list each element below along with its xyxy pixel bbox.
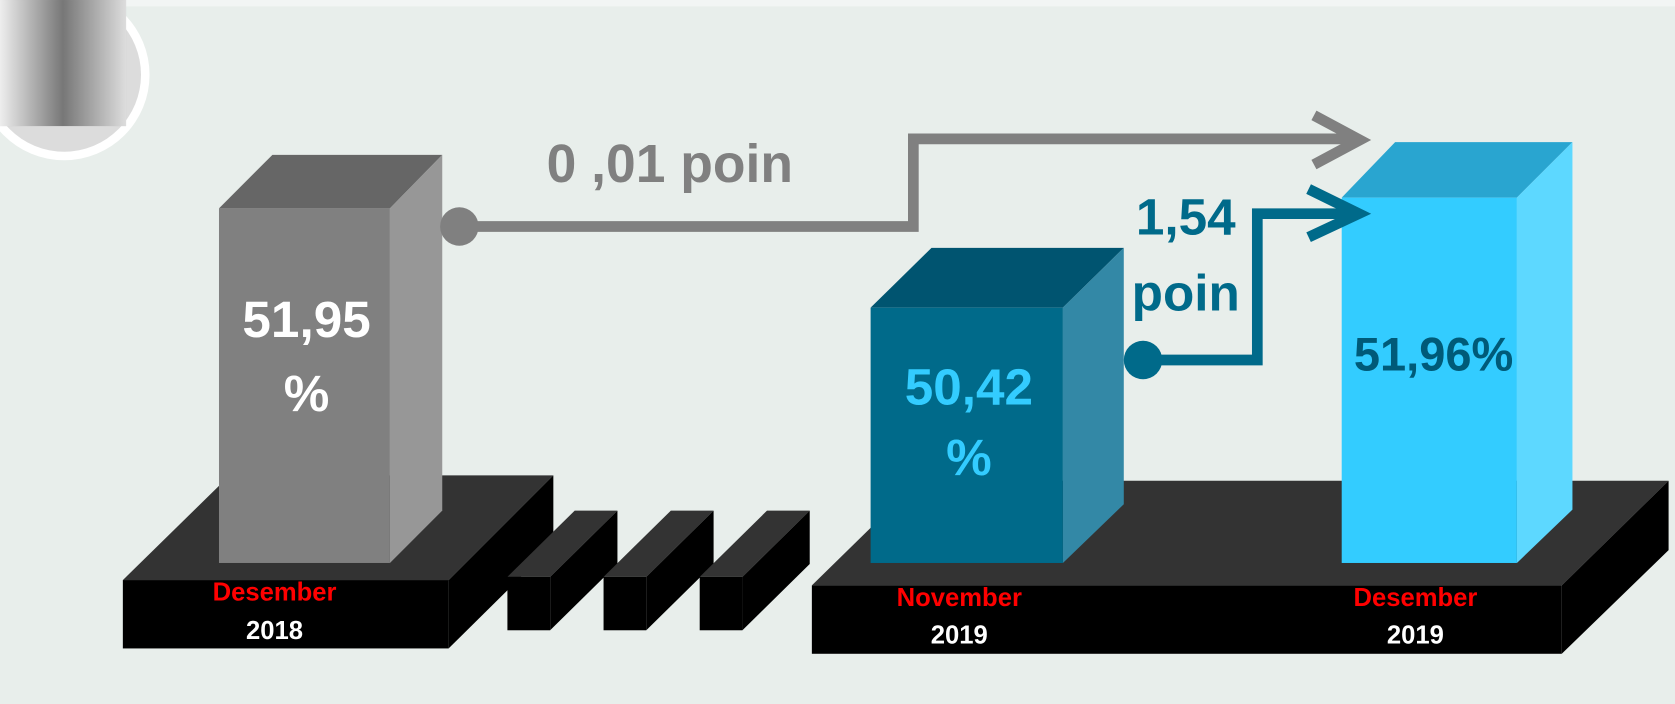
bar-november-2019 [870, 247, 1124, 563]
value-label: 50,42 [905, 359, 1033, 416]
month-label: Desember [213, 579, 337, 607]
year-label: 2019 [1387, 621, 1444, 649]
month-label: Desember [1353, 584, 1477, 612]
separator-blocks [507, 510, 810, 631]
change-label: 0 ,01 poin [547, 135, 793, 194]
icon [0, 0, 150, 161]
change-label: poin [1132, 265, 1240, 322]
value-label: % [946, 429, 992, 486]
arrow-gray [440, 110, 1372, 246]
value-label: 51,95 [242, 291, 370, 348]
bar-desember-2018 [218, 154, 443, 563]
change-label: 1,54 [1136, 189, 1236, 246]
year-label: 2018 [246, 617, 303, 645]
value-label: % [284, 365, 330, 422]
month-label: November [897, 584, 1022, 612]
value-label: 51,96% [1354, 327, 1513, 380]
arrow-blue [1123, 184, 1372, 380]
top-band [0, 0, 1675, 7]
year-label: 2019 [931, 621, 988, 649]
bar-desember-2019 [1341, 142, 1573, 563]
